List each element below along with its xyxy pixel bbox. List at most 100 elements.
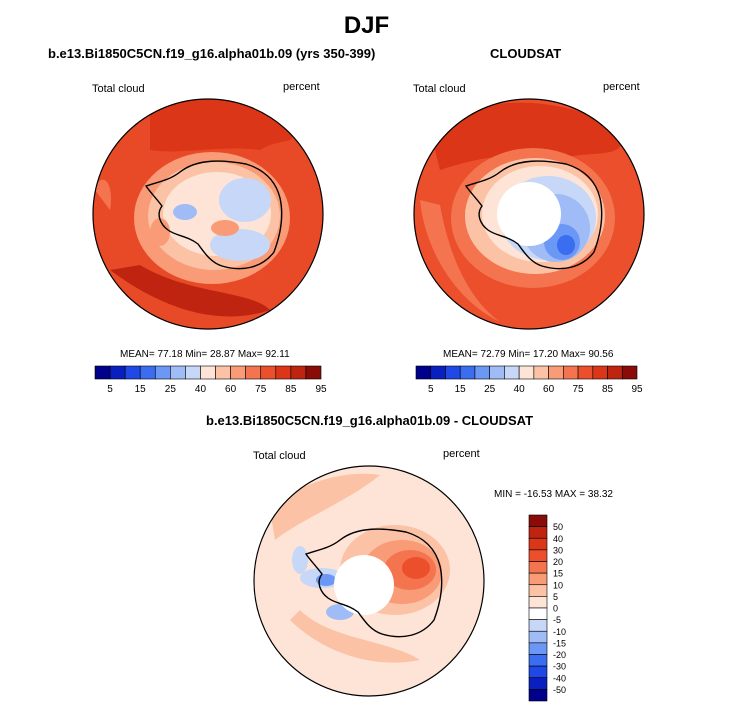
panel1-colorbar-label: 5 — [107, 384, 113, 395]
panel2-colorbar-label: 15 — [455, 384, 467, 395]
panel2-colorbar-label: 5 — [428, 384, 434, 395]
panel3-coastline — [304, 528, 443, 638]
panel3-colorbar-label: -50 — [553, 685, 566, 695]
panel3-colorbar-label: -10 — [553, 627, 566, 637]
panel2-stats: MEAN= 72.79 Min= 17.20 Max= 90.56 — [443, 349, 614, 360]
panel2-left-label: Total cloud — [413, 83, 466, 95]
panel2-colorbar-box — [489, 365, 505, 380]
panel3-colorbar-box — [528, 689, 548, 702]
panel2-colorbar: 5 15 25 40 60 75 85 95 — [415, 365, 643, 395]
panel1-colorbar-box — [230, 365, 246, 380]
panel1-colorbar-label: 60 — [225, 384, 237, 395]
panel3-colorbar-label: 20 — [553, 557, 563, 567]
panel1-map — [93, 99, 323, 329]
panel1-colorbar-label: 75 — [255, 384, 267, 395]
panel1-colorbar-label: 15 — [135, 384, 147, 395]
panel3-colorbar-box — [528, 677, 548, 690]
panel1-colorbar-box — [215, 365, 231, 380]
panel3-colorbar-box — [528, 654, 548, 667]
panel3-colorbar-box — [528, 607, 548, 620]
panel1-colorbar-box — [275, 365, 292, 380]
panel2-colorbar-box — [563, 365, 579, 380]
panel2-colorbar-box — [577, 365, 594, 380]
panel1-stats: MEAN= 77.18 Min= 28.87 Max= 92.11 — [120, 349, 290, 360]
panel2-colorbar-label: 40 — [514, 384, 526, 395]
panel1-colorbar-box — [170, 365, 186, 380]
panel3-colorbar-label: 0 — [553, 604, 558, 614]
panel1-colorbar-box — [200, 365, 216, 380]
panel2-colorbar-box — [607, 365, 623, 380]
panel1-left-label: Total cloud — [92, 83, 145, 95]
panel3-colorbar-label: -5 — [553, 615, 561, 625]
panel3-colorbar-label: 30 — [553, 545, 563, 555]
panel3-colorbar-box — [528, 596, 548, 609]
panel3-colorbar-label: -15 — [553, 638, 566, 648]
panel1-colorbar-label: 25 — [165, 384, 177, 395]
panel1-right-label: percent — [283, 81, 320, 93]
panel3-colorbar-label: -20 — [553, 650, 566, 660]
panel3-colorbar-box — [528, 549, 548, 562]
panel1-colorbar-box — [109, 365, 126, 380]
panel3-colorbar-label: 15 — [553, 569, 563, 579]
panel2-colorbar-box — [533, 365, 549, 380]
panel2-colorbar-box — [474, 365, 490, 380]
panel1-colorbar-box — [260, 365, 277, 380]
panel1-colorbar-box — [290, 365, 307, 380]
panel2-colorbar-box — [445, 365, 461, 380]
panel2-map — [414, 99, 644, 329]
panel3-right-label: percent — [443, 448, 480, 460]
panel3-colorbar-box — [528, 619, 548, 632]
panel2-colorbar-box — [518, 365, 535, 380]
panel2-coastline — [464, 160, 603, 270]
panel2-colorbar-box — [592, 365, 608, 380]
panel2-colorbar-label: 85 — [602, 384, 614, 395]
panel1-colorbar-label: 85 — [285, 384, 297, 395]
figure-title: DJF — [343, 12, 390, 39]
panel1-map-border — [92, 98, 324, 330]
panel2-title: CLOUDSAT — [490, 46, 562, 61]
panel1-colorbar-box — [139, 365, 156, 380]
panel3-colorbar-label: 10 — [553, 580, 563, 590]
panel3-colorbar-label: -30 — [553, 662, 566, 672]
panel3-colorbar-box — [528, 514, 548, 527]
panel2-colorbar-box — [504, 365, 520, 380]
panel3-colorbar-box — [528, 561, 548, 574]
panel2-colorbar-label: 60 — [543, 384, 555, 395]
panel3-map — [254, 466, 484, 696]
panel1-colorbar-label: 95 — [315, 384, 327, 395]
panel2-colorbar-box — [459, 365, 476, 380]
panel3-stats: MIN = -16.53 MAX = 38.32 — [494, 489, 613, 500]
panel1-colorbar-box — [185, 365, 201, 380]
panel3-colorbar-box — [528, 642, 548, 655]
panel2-colorbar-box — [548, 365, 564, 380]
panel2-right-label: percent — [603, 81, 640, 93]
panel2-colorbar-label: 75 — [573, 384, 585, 395]
panel3-map-border — [253, 465, 485, 697]
panel1-colorbar-box — [94, 365, 111, 380]
panel3-colorbar-label: 40 — [553, 534, 563, 544]
panel3-colorbar-box — [528, 584, 548, 597]
panel2-map-border — [413, 98, 645, 330]
panel2-colorbar-box — [430, 365, 446, 380]
panel2-colorbar-label: 25 — [484, 384, 496, 395]
panel1-colorbar-label: 40 — [195, 384, 207, 395]
panel3-colorbar-box — [528, 665, 548, 679]
panel2-colorbar-box — [415, 365, 432, 380]
panel1-title: b.e13.Bi1850C5CN.f19_g16.alpha01b.09 (yr… — [48, 46, 376, 61]
panel3-colorbar-box — [528, 526, 548, 539]
panel3-colorbar-label: 5 — [553, 592, 558, 602]
panel1-colorbar-box — [124, 365, 141, 380]
panel3-title: b.e13.Bi1850C5CN.f19_g16.alpha01b.09 - C… — [206, 413, 534, 428]
panel1-colorbar-box — [154, 365, 171, 380]
panel3-colorbar-label: 50 — [553, 522, 563, 532]
panel1-colorbar: 5 15 25 40 60 75 85 95 — [94, 365, 327, 395]
panel1-colorbar-box — [245, 365, 262, 380]
panel3-colorbar-label: -40 — [553, 673, 566, 683]
panel2-colorbar-box — [621, 365, 638, 380]
panel1-coastline — [144, 160, 283, 270]
panel3-colorbar-box — [528, 572, 548, 586]
panel3-colorbar-box — [528, 537, 548, 551]
panel2-colorbar-label: 95 — [631, 384, 643, 395]
